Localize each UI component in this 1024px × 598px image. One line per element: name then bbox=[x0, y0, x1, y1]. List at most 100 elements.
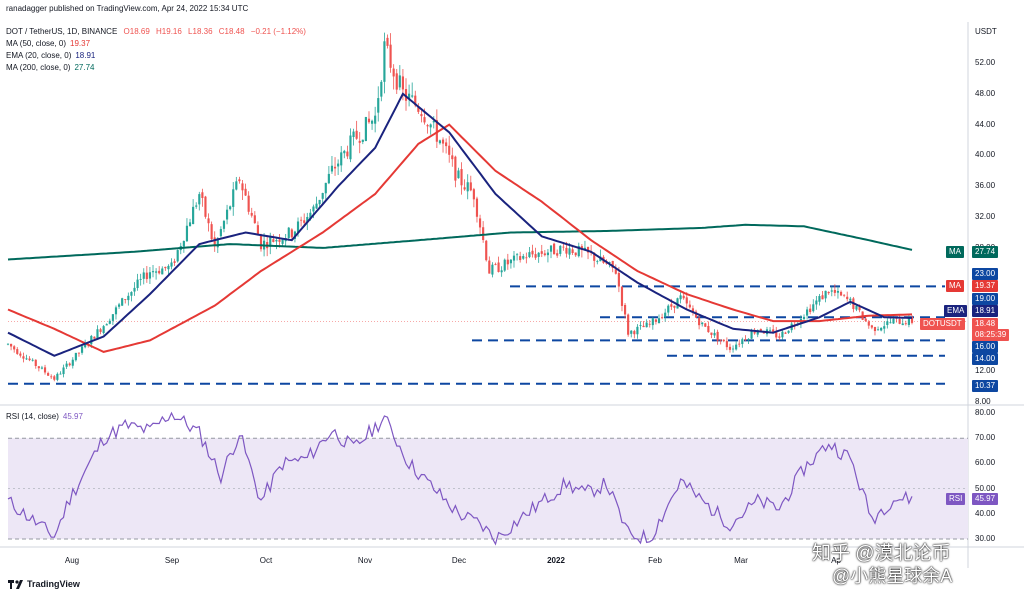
candle-body bbox=[864, 318, 867, 321]
level-19-tag: 19.00 bbox=[972, 293, 999, 305]
candle-body bbox=[136, 279, 139, 289]
candle-body bbox=[435, 120, 438, 142]
candle-body bbox=[553, 243, 556, 255]
ema20-line bbox=[7, 92, 912, 357]
time-label: Feb bbox=[648, 556, 662, 565]
candle-body bbox=[139, 278, 142, 280]
candle-body bbox=[509, 259, 512, 264]
candle-body bbox=[898, 318, 901, 324]
candle-body bbox=[56, 373, 59, 380]
candle-body bbox=[176, 250, 179, 262]
candle-body bbox=[170, 262, 173, 267]
candle-body bbox=[830, 290, 833, 292]
candle-body bbox=[642, 325, 645, 328]
symbol-line: DOT / TetherUS, 1D, BINANCE O18.69 H19.1… bbox=[6, 27, 310, 37]
price-tick: 52.00 bbox=[975, 58, 996, 67]
candle-body bbox=[682, 295, 685, 299]
candle-body bbox=[648, 323, 651, 325]
candle-body bbox=[713, 332, 716, 336]
ma200-label-tag: MA bbox=[946, 246, 964, 258]
candle-body bbox=[685, 297, 688, 304]
ma200-line bbox=[7, 223, 913, 261]
time-label: 2022 bbox=[547, 556, 565, 565]
candle-body bbox=[432, 120, 435, 123]
candle-body bbox=[173, 261, 176, 263]
candle-body bbox=[10, 343, 13, 347]
candle-body bbox=[358, 140, 361, 143]
candle-body bbox=[843, 294, 846, 296]
candle-body bbox=[367, 118, 371, 123]
candle-body bbox=[673, 305, 676, 308]
candles bbox=[6, 32, 914, 382]
candle-body bbox=[398, 75, 401, 88]
candle-body bbox=[182, 240, 185, 247]
currency-label[interactable]: USDT bbox=[975, 27, 997, 36]
candle-body bbox=[130, 292, 133, 296]
rsi-tick: 60.00 bbox=[975, 458, 996, 468]
candle-body bbox=[65, 363, 68, 367]
candle-body bbox=[488, 260, 491, 274]
rsi-tick: 40.00 bbox=[975, 508, 996, 518]
candle-body bbox=[750, 331, 753, 339]
candle-body bbox=[374, 115, 377, 124]
rsi-line bbox=[7, 411, 913, 546]
candle-body bbox=[910, 317, 914, 323]
candle-body bbox=[670, 304, 673, 307]
candle-body bbox=[195, 205, 198, 207]
tradingview-logo[interactable]: TradingView bbox=[8, 579, 80, 589]
level-1037-tag: 10.37 bbox=[972, 380, 999, 392]
candle-body bbox=[201, 192, 204, 198]
indicator-ma200[interactable]: MA (200, close, 0) 27.74 bbox=[6, 63, 95, 72]
indicator-ema20[interactable]: EMA (20, close, 0) 18.91 bbox=[6, 51, 96, 60]
indicator-ma50[interactable]: MA (50, close, 0) 19.37 bbox=[6, 39, 91, 48]
ohlc-change: −0.21 (−1.12%) bbox=[250, 27, 306, 36]
candle-body bbox=[463, 187, 466, 190]
candle-body bbox=[858, 306, 861, 311]
candle-body bbox=[849, 298, 852, 301]
candle-body bbox=[876, 329, 880, 331]
candle-body bbox=[781, 331, 784, 338]
candle-body bbox=[312, 206, 315, 212]
candle-body bbox=[244, 188, 247, 196]
ohlc-high: H19.16 bbox=[156, 27, 182, 36]
candle-body bbox=[124, 299, 127, 300]
candle-body bbox=[445, 142, 448, 147]
candle-body bbox=[93, 336, 96, 339]
candle-body bbox=[309, 212, 312, 219]
candle-body bbox=[96, 329, 99, 339]
rsi-legend[interactable]: RSI (14, close) 45.97 bbox=[6, 412, 83, 421]
candle-body bbox=[272, 239, 275, 242]
candle-body bbox=[731, 348, 735, 350]
candle-body bbox=[77, 352, 81, 354]
candle-body bbox=[698, 317, 701, 326]
time-label: Oct bbox=[259, 556, 273, 565]
candle-body bbox=[269, 237, 272, 247]
candle-body bbox=[6, 343, 10, 345]
ma200-value-tag: 27.74 bbox=[972, 246, 999, 258]
candle-body bbox=[546, 252, 550, 256]
candle-body bbox=[768, 329, 772, 331]
candle-body bbox=[210, 224, 213, 240]
candle-body bbox=[549, 245, 553, 252]
candle-body bbox=[59, 373, 62, 375]
candle-body bbox=[235, 181, 238, 190]
candle-body bbox=[127, 295, 130, 301]
candle-body bbox=[735, 344, 738, 350]
rsi-background bbox=[8, 437, 968, 540]
rsi-line bbox=[7, 411, 913, 546]
candle-body bbox=[256, 225, 259, 235]
candle-body bbox=[605, 262, 608, 264]
candle-body bbox=[867, 321, 870, 326]
candle-body bbox=[426, 125, 429, 127]
candle-body bbox=[192, 206, 195, 225]
candle-body bbox=[389, 44, 392, 68]
candle-body bbox=[661, 317, 664, 319]
candle-body bbox=[519, 256, 522, 261]
candle-body bbox=[559, 245, 562, 254]
candle-body bbox=[142, 272, 145, 279]
candle-body bbox=[164, 266, 167, 269]
candle-body bbox=[278, 239, 281, 242]
candle-body bbox=[185, 225, 189, 242]
candle-body bbox=[772, 329, 775, 332]
